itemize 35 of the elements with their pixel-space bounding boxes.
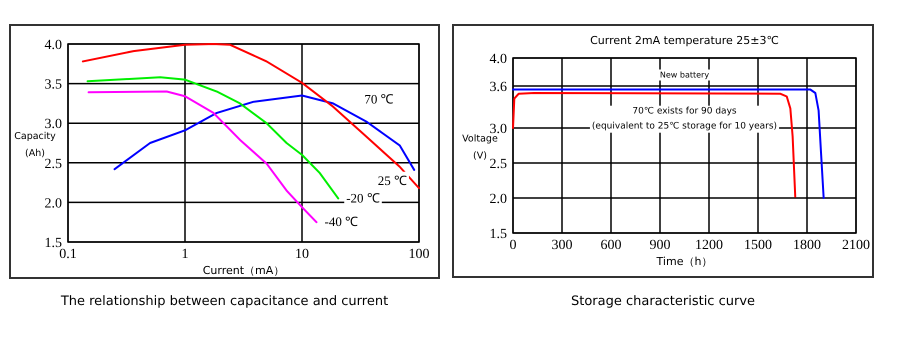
y-tick-label: 3.6 bbox=[490, 80, 507, 95]
x-tick-label: 1200 bbox=[695, 238, 723, 253]
y-tick-label: 1.5 bbox=[490, 227, 507, 242]
x-axis-title: Current（mA） bbox=[202, 264, 284, 277]
y-axis-title: Capacity (Ah) bbox=[14, 131, 56, 159]
x-tick-label: 100 bbox=[408, 247, 430, 262]
y-tick-label: 1.5 bbox=[44, 236, 62, 251]
y-tick-label: 4.0 bbox=[44, 38, 62, 53]
y-tick-label: 4.0 bbox=[490, 52, 507, 67]
chart-subtitle: Current 2mA temperature 25±3℃ bbox=[590, 34, 779, 47]
x-tick-label: 0.1 bbox=[59, 247, 77, 262]
y-tick-label: 3.5 bbox=[44, 78, 62, 93]
y-tick-label: 3.0 bbox=[44, 117, 62, 132]
series-label: -20 ℃ bbox=[346, 190, 380, 206]
y-tick-label: 2.0 bbox=[44, 196, 62, 212]
x-tick-label: 300 bbox=[552, 238, 572, 253]
series-label: New battery bbox=[660, 70, 710, 80]
x-tick-label: 1800 bbox=[793, 238, 821, 253]
x-axis-title: Time（h） bbox=[656, 255, 712, 268]
y-tick-label: 2.5 bbox=[44, 156, 62, 172]
text: The relationship between capacitance and current bbox=[60, 294, 388, 309]
series-label: 70℃ exists for 90 days (equivalent to 25℃ storage for 10 years) bbox=[592, 106, 778, 132]
x-tick-label: 900 bbox=[650, 238, 670, 253]
x-tick-label: 600 bbox=[600, 238, 622, 253]
x-tick-label: 0 bbox=[510, 238, 516, 253]
x-tick-label: 1 bbox=[182, 247, 188, 262]
x-tick-label: 2100 bbox=[842, 238, 870, 253]
series-label: 70 ℃ bbox=[364, 92, 394, 107]
text: Storage characteristic curve bbox=[570, 294, 756, 309]
y-tick-label: 2.0 bbox=[490, 192, 507, 207]
series-label: -40 ℃ bbox=[324, 214, 358, 230]
x-tick-label: 1500 bbox=[744, 238, 772, 253]
series-label: 25 ℃ bbox=[378, 172, 407, 188]
y-tick-label: 3.0 bbox=[490, 122, 507, 137]
x-tick-label: 10 bbox=[295, 247, 309, 262]
